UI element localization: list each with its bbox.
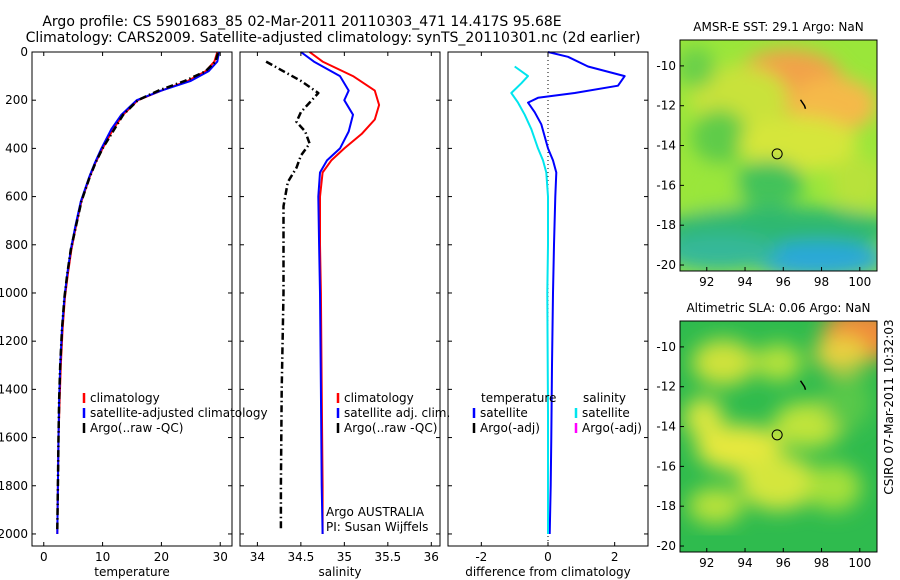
longitude-tick-label: 94 bbox=[737, 275, 752, 289]
latitude-tick-label: -14 bbox=[656, 420, 676, 434]
latitude-tick-label: -16 bbox=[656, 178, 676, 192]
depth-tick-label: 2000 bbox=[0, 527, 28, 541]
temperature-series-climatology bbox=[56, 51, 219, 535]
sla-map-title: Altimetric SLA: 0.06 Argo: NaN bbox=[686, 301, 870, 315]
sst-map-frame bbox=[679, 39, 878, 272]
difference-legend-entry: Argo(-adj) bbox=[480, 421, 540, 435]
sst-map-field bbox=[680, 40, 877, 271]
salinity-panel: 34 34.5 35 35.5 36 salinity bbox=[239, 51, 441, 579]
depth-tick-label: 200 bbox=[5, 93, 28, 107]
argo-program-annotation: Argo AUSTRALIA bbox=[326, 505, 425, 519]
difference-x-tick-label: 0 bbox=[544, 550, 552, 564]
sla-map-panel: Altimetric SLA: 0.06 Argo: NaN 92 94 96 98 10… bbox=[656, 301, 878, 570]
salinity-x-tick-label: 35 bbox=[337, 550, 352, 564]
longitude-tick-label: 96 bbox=[776, 556, 791, 570]
temperature-x-tick-label: 0 bbox=[40, 550, 48, 564]
depth-tick-label: 1000 bbox=[0, 286, 28, 300]
latitude-tick-label: -10 bbox=[656, 59, 676, 73]
depth-tick-label: 0 bbox=[20, 45, 28, 59]
difference-legend-entry: satellite bbox=[582, 406, 630, 420]
depth-tick-label: 1800 bbox=[0, 479, 28, 493]
difference-series-salinity-satellite bbox=[510, 65, 549, 534]
latitude-tick-label: -18 bbox=[656, 499, 676, 513]
temperature-legend-entry: satellite-adjusted climatology bbox=[90, 406, 268, 420]
temperature-legend-entry: climatology bbox=[90, 391, 160, 405]
temperature-panel: 0 10 20 30 0 200 400 600 800 1000 1200 1400 1600 1800… bbox=[0, 45, 233, 579]
salinity-x-tick-label: 36 bbox=[424, 550, 439, 564]
float-track bbox=[799, 380, 807, 390]
pi-annotation: PI: Susan Wijffels bbox=[326, 520, 428, 534]
latitude-tick-label: -20 bbox=[656, 258, 676, 272]
sst-map-title: AMSR-E SST: 29.1 Argo: NaN bbox=[693, 20, 863, 34]
latitude-tick-label: -10 bbox=[656, 340, 676, 354]
depth-tick-label: 600 bbox=[5, 190, 28, 204]
latitude-tick-label: -16 bbox=[656, 459, 676, 473]
longitude-tick-label: 94 bbox=[737, 556, 752, 570]
salinity-x-axis-label: salinity bbox=[318, 565, 361, 579]
latitude-tick-label: -12 bbox=[656, 99, 676, 113]
depth-tick-label: 800 bbox=[5, 238, 28, 252]
salinity-x-tick-label: 35.5 bbox=[374, 550, 401, 564]
temperature-x-tick-label: 10 bbox=[95, 550, 110, 564]
temperature-legend-entry: Argo(..raw -QC) bbox=[90, 421, 183, 435]
temperature-x-tick-label: 30 bbox=[213, 550, 228, 564]
profile-location-marker bbox=[771, 148, 783, 160]
difference-x-tick-label: -2 bbox=[475, 550, 487, 564]
salinity-series-argo-raw-qc- bbox=[265, 60, 320, 530]
temperature-x-axis-label: temperature bbox=[94, 565, 169, 579]
longitude-tick-label: 100 bbox=[848, 275, 871, 289]
difference-legend-group-title: temperature bbox=[481, 391, 556, 405]
footer-timestamp: CSIRO 07-Mar-2011 10:32:03 bbox=[882, 319, 896, 494]
sla-map-field bbox=[680, 321, 877, 552]
float-track bbox=[799, 99, 807, 109]
latitude-tick-label: -18 bbox=[656, 218, 676, 232]
latitude-tick-label: -20 bbox=[656, 539, 676, 553]
difference-legend-entry: satellite bbox=[480, 406, 528, 420]
depth-tick-label: 1400 bbox=[0, 382, 28, 396]
salinity-legend-entry: satellite adj. clim. bbox=[344, 406, 450, 420]
difference-legend-group-title: salinity bbox=[583, 391, 626, 405]
latitude-tick-label: -12 bbox=[656, 380, 676, 394]
longitude-tick-label: 98 bbox=[814, 556, 829, 570]
salinity-x-tick-label: 34 bbox=[250, 550, 265, 564]
salinity-series-satellite-adj-clim- bbox=[300, 51, 354, 535]
depth-tick-label: 1200 bbox=[0, 334, 28, 348]
difference-legend-entry: Argo(-adj) bbox=[582, 421, 642, 435]
temperature-x-tick-label: 20 bbox=[154, 550, 169, 564]
profile-location-marker bbox=[771, 429, 783, 441]
depth-tick-label: 1600 bbox=[0, 431, 28, 445]
difference-legend: temperature salinitysatelliteArgo(-adj)sa… bbox=[472, 391, 642, 435]
figure-title-line1: Argo profile: CS 5901683_85 02-Mar-2011 … bbox=[42, 14, 561, 30]
depth-tick-label: 400 bbox=[5, 141, 28, 155]
longitude-tick-label: 92 bbox=[699, 556, 714, 570]
difference-series-temperature-satellite bbox=[527, 51, 626, 535]
salinity-x-tick-label: 34.5 bbox=[288, 550, 315, 564]
latitude-tick-label: -14 bbox=[656, 139, 676, 153]
sst-map-panel: AMSR-E SST: 29.1 Argo: NaN 92 94 96 98 100 -10… bbox=[656, 20, 878, 289]
longitude-tick-label: 98 bbox=[814, 275, 829, 289]
salinity-legend-entry: climatology bbox=[344, 391, 414, 405]
salinity-axes-frame bbox=[239, 51, 441, 547]
temperature-series-argo-raw-qc- bbox=[56, 52, 220, 530]
difference-x-tick-label: 2 bbox=[611, 550, 619, 564]
longitude-tick-label: 100 bbox=[848, 556, 871, 570]
difference-x-axis-label: difference from climatology bbox=[465, 565, 631, 579]
sla-map-frame bbox=[679, 320, 878, 553]
temperature-axes-frame bbox=[31, 51, 233, 547]
salinity-legend-entry: Argo(..raw -QC) bbox=[344, 421, 437, 435]
figure-title-line2: Climatology: CARS2009. Satellite-adjuste… bbox=[26, 30, 641, 46]
temperature-series-satellite-adjusted-climatology bbox=[56, 51, 221, 535]
longitude-tick-label: 96 bbox=[776, 275, 791, 289]
longitude-tick-label: 92 bbox=[699, 275, 714, 289]
